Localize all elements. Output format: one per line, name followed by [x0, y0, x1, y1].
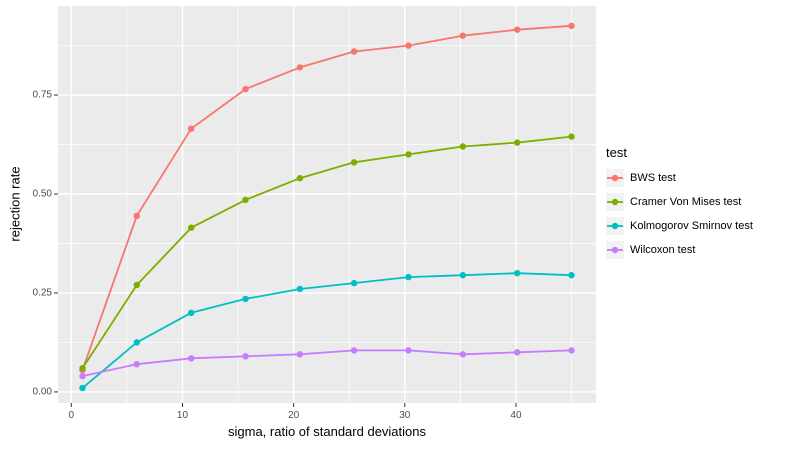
data-point: [514, 270, 521, 277]
x-tick-label: 40: [510, 410, 522, 421]
data-point: [188, 224, 195, 231]
data-point: [459, 143, 466, 150]
x-axis-title: sigma, ratio of standard deviations: [228, 424, 426, 439]
data-point: [242, 295, 249, 303]
legend-item: Cramer Von Mises test: [606, 190, 753, 214]
data-point: [133, 339, 140, 346]
data-point: [242, 353, 249, 360]
y-tick-label: 0.00: [32, 386, 52, 398]
series-line: [81, 272, 573, 389]
x-tick-label: 10: [176, 410, 189, 421]
legend-item: Kolmogorov Smirnov test: [606, 214, 753, 238]
data-point: [79, 372, 86, 380]
data-point: [459, 351, 466, 358]
data-point: [405, 273, 412, 281]
legend-key-icon: [606, 241, 624, 259]
data-point: [296, 351, 304, 358]
data-point: [514, 139, 521, 146]
legend-item: BWS test: [606, 166, 753, 190]
legend: test BWS test Cramer Von Mises test Kolmog…: [606, 145, 753, 262]
data-point: [133, 361, 140, 368]
data-point: [133, 281, 140, 289]
data-point: [350, 48, 358, 55]
legend-item: Wilcoxon test: [606, 238, 753, 262]
data-point: [79, 365, 86, 372]
series-line: [81, 349, 573, 377]
data-point: [459, 32, 466, 39]
data-point: [296, 175, 304, 182]
data-point: [568, 22, 575, 29]
series-line: [81, 135, 573, 370]
x-tick-label: 30: [399, 410, 411, 421]
legend-items: BWS test Cramer Von Mises test Kolmogorov …: [606, 166, 753, 262]
legend-key-icon: [606, 217, 624, 235]
y-axis-title: rejection rate: [7, 166, 23, 242]
data-point: [242, 196, 249, 204]
legend-title: test: [606, 145, 627, 160]
data-point: [514, 26, 521, 33]
data-point: [568, 133, 575, 140]
data-point: [188, 309, 195, 316]
data-point: [514, 349, 521, 356]
x-tick-label: 20: [288, 410, 300, 421]
data-point: [350, 279, 358, 287]
x-tick-label: 0: [68, 410, 75, 421]
data-point: [79, 384, 86, 392]
legend-item-label: BWS test: [630, 172, 676, 184]
data-point: [568, 272, 575, 279]
legend-item-label: Kolmogorov Smirnov test: [630, 220, 753, 232]
data-point: [188, 125, 195, 132]
legend-item-label: Wilcoxon test: [630, 244, 696, 256]
series-line: [81, 24, 573, 371]
data-point: [188, 355, 195, 362]
legend-key-icon: [606, 169, 624, 187]
data-point: [568, 347, 575, 354]
legend-key-icon: [606, 193, 624, 211]
y-tick-label: 0.75: [32, 89, 52, 101]
data-point: [242, 85, 249, 93]
data-point: [350, 347, 358, 354]
data-point: [405, 42, 412, 49]
data-point: [405, 151, 412, 158]
data-point: [405, 347, 412, 354]
data-point: [459, 272, 466, 279]
data-point: [133, 212, 140, 219]
data-point: [296, 64, 304, 71]
y-tick-label: 0.25: [32, 287, 52, 299]
data-point: [296, 285, 304, 293]
data-point: [350, 159, 358, 166]
legend-item-label: Cramer Von Mises test: [630, 196, 742, 208]
y-tick-label: 0.50: [32, 188, 52, 200]
